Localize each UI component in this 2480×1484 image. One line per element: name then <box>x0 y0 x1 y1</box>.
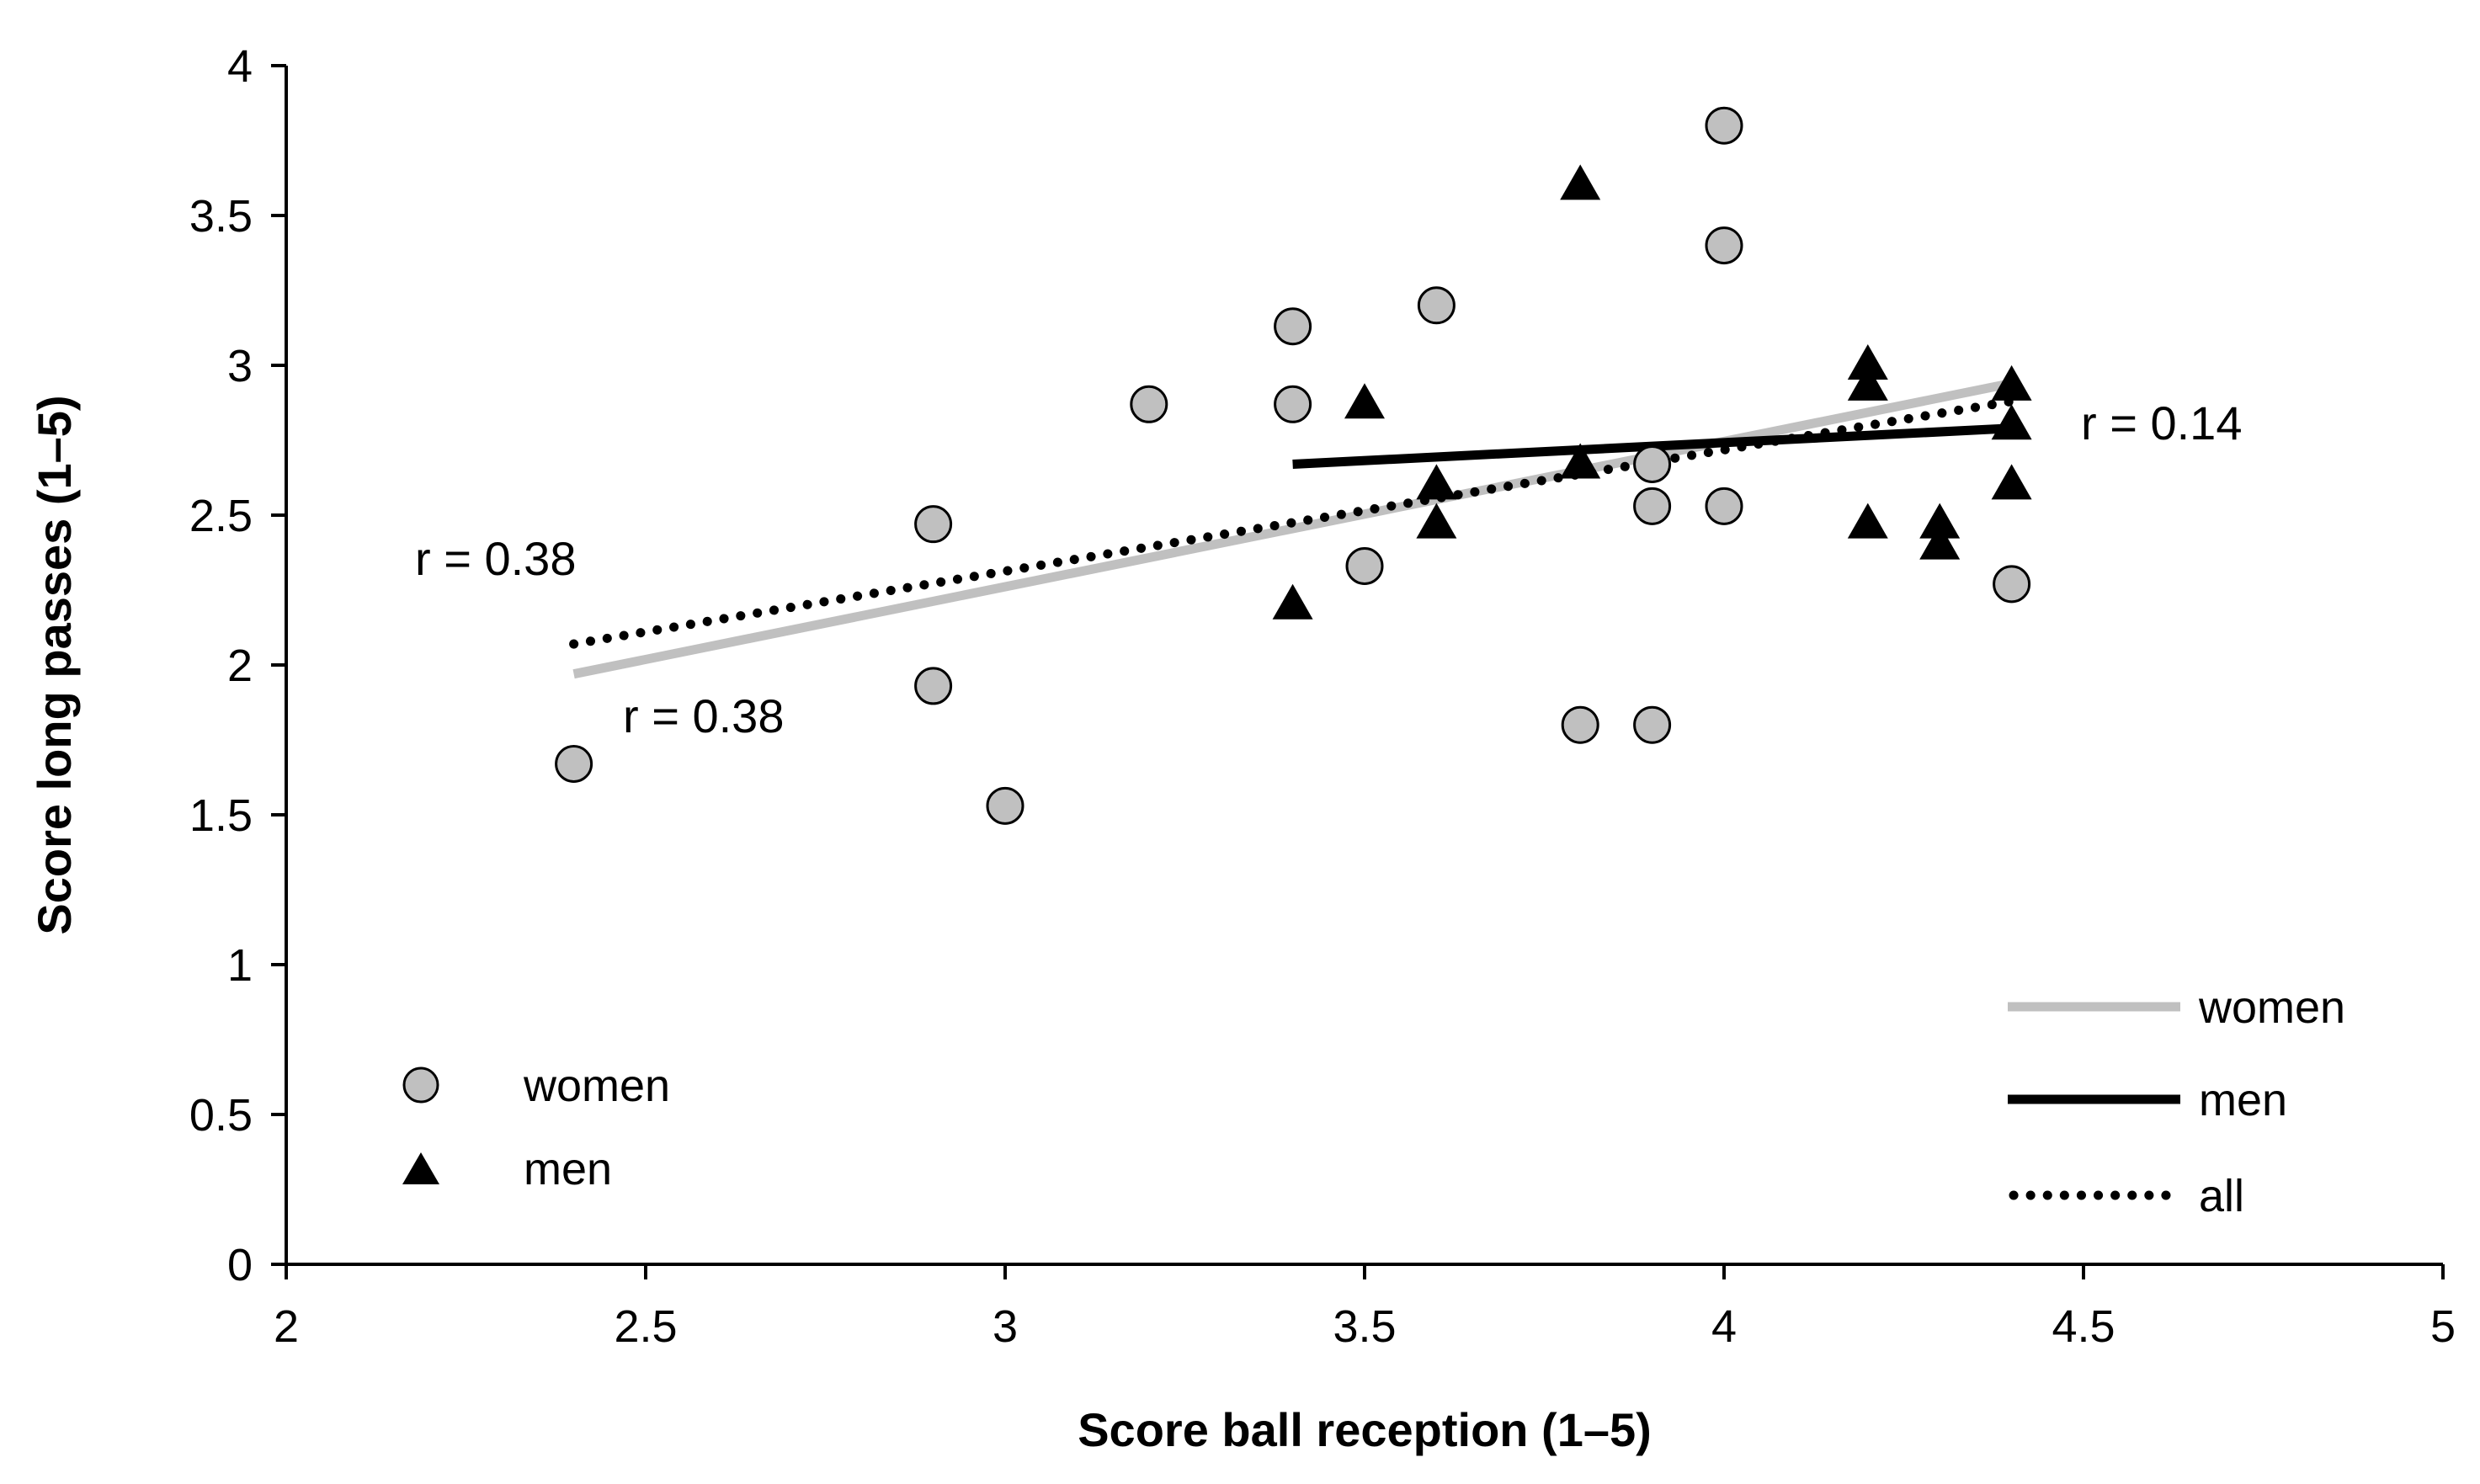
trendline-women <box>572 378 2013 679</box>
point-women <box>1705 487 1743 525</box>
point-men <box>1919 524 1961 560</box>
y-tick-label: 4 <box>227 41 253 92</box>
y-axis-title: Score long passes (1–5) <box>28 395 81 934</box>
x-tick-label: 5 <box>2430 1301 2456 1352</box>
point-men <box>1919 503 1961 539</box>
point-women <box>986 786 1024 825</box>
trendline-all <box>569 396 2017 649</box>
x-tick-label: 3 <box>993 1301 1018 1352</box>
x-axis-title: Score ball reception (1–5) <box>1078 1403 1652 1456</box>
point-women <box>914 667 953 705</box>
point-women <box>1705 106 1743 145</box>
legend-markers: women men <box>402 1061 670 1194</box>
point-men <box>1416 503 1457 539</box>
point-women <box>1417 286 1456 325</box>
point-men <box>1272 583 1313 620</box>
point-women <box>1561 705 1599 744</box>
point-men <box>1991 464 2032 500</box>
x-ticks: 2 2.5 3 3.5 4 4.5 5 <box>274 1264 2456 1352</box>
point-men <box>1991 404 2032 440</box>
legend-men-line-label: men <box>2199 1075 2287 1125</box>
legend-women-circle-icon <box>402 1066 439 1104</box>
point-women <box>914 505 953 544</box>
point-men <box>1847 364 1888 401</box>
point-men <box>1847 503 1888 539</box>
point-men <box>1344 383 1385 419</box>
y-tick-label: 1 <box>227 940 253 991</box>
point-men <box>1560 443 1601 479</box>
legend-lines: women men all <box>2008 982 2345 1221</box>
point-women <box>555 744 593 783</box>
point-men <box>1416 464 1457 500</box>
point-men <box>1560 164 1601 200</box>
y-tick-label: 0.5 <box>189 1090 253 1141</box>
y-tick-label: 0 <box>227 1240 253 1290</box>
point-women <box>1705 226 1743 265</box>
annotation-r-women: r = 0.38 <box>623 689 784 742</box>
x-tick-label: 2.5 <box>614 1301 677 1352</box>
legend-men-triangle-icon <box>402 1152 439 1184</box>
point-women <box>1274 307 1312 346</box>
x-tick-label: 4.5 <box>2052 1301 2115 1352</box>
point-women <box>1345 547 1384 586</box>
point-women <box>1130 385 1168 423</box>
point-women <box>1633 487 1672 525</box>
data-points <box>555 106 2032 825</box>
legend-women-line-label: women <box>2198 982 2345 1033</box>
y-ticks: 0 0.5 1 1.5 2 2.5 3 3.5 4 <box>189 41 286 1290</box>
y-tick-label: 2.5 <box>189 491 253 541</box>
x-tick-label: 4 <box>1711 1301 1737 1352</box>
point-women <box>1993 565 2031 604</box>
legend-men-label: men <box>524 1144 612 1194</box>
point-women <box>1633 705 1672 744</box>
legend-all-line-label: all <box>2199 1171 2244 1221</box>
annotation-r-men: r = 0.14 <box>2081 396 2242 449</box>
y-tick-label: 1.5 <box>189 790 253 841</box>
annotation-r-all: r = 0.38 <box>415 532 576 585</box>
y-tick-label: 3.5 <box>189 191 253 242</box>
y-tick-label: 3 <box>227 341 253 391</box>
x-tick-label: 2 <box>274 1301 299 1352</box>
trendlines <box>569 378 2017 679</box>
legend-women-label: women <box>523 1061 670 1111</box>
point-men <box>1847 344 1888 380</box>
x-tick-label: 3.5 <box>1333 1301 1396 1352</box>
point-women <box>1274 385 1312 423</box>
point-women <box>1633 444 1672 483</box>
y-tick-label: 2 <box>227 641 253 691</box>
point-men <box>1991 364 2032 401</box>
